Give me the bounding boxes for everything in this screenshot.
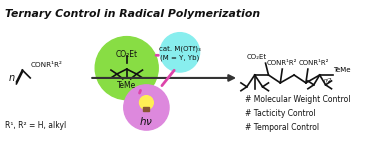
FancyArrowPatch shape xyxy=(162,70,174,86)
Circle shape xyxy=(95,37,158,100)
Text: # Molecular Weight Control: # Molecular Weight Control xyxy=(245,95,350,104)
Text: CONR¹R²: CONR¹R² xyxy=(299,60,329,66)
FancyBboxPatch shape xyxy=(144,107,149,111)
Text: n: n xyxy=(9,73,15,83)
Circle shape xyxy=(124,85,169,130)
Circle shape xyxy=(160,33,200,72)
Text: R¹, R² = H, alkyl: R¹, R² = H, alkyl xyxy=(5,121,66,130)
Text: TeMe: TeMe xyxy=(333,67,351,73)
Text: TeMe: TeMe xyxy=(117,81,136,90)
Text: (M = Y, Yb): (M = Y, Yb) xyxy=(160,54,200,60)
Text: # Tacticity Control: # Tacticity Control xyxy=(245,109,316,118)
Text: n/2: n/2 xyxy=(324,77,333,82)
Circle shape xyxy=(139,96,153,110)
Text: $h\nu$: $h\nu$ xyxy=(139,115,153,127)
FancyArrowPatch shape xyxy=(139,90,141,93)
Text: CONR¹R²: CONR¹R² xyxy=(267,60,297,66)
Text: Ternary Control in Radical Polymerization: Ternary Control in Radical Polymerizatio… xyxy=(5,9,260,19)
Text: CO₂Et: CO₂Et xyxy=(246,54,267,60)
Text: CO₂Et: CO₂Et xyxy=(116,50,138,59)
Text: cat. M(OTf)₃: cat. M(OTf)₃ xyxy=(159,45,201,52)
Text: CONR¹R²: CONR¹R² xyxy=(30,62,62,68)
Text: # Temporal Control: # Temporal Control xyxy=(245,123,319,132)
